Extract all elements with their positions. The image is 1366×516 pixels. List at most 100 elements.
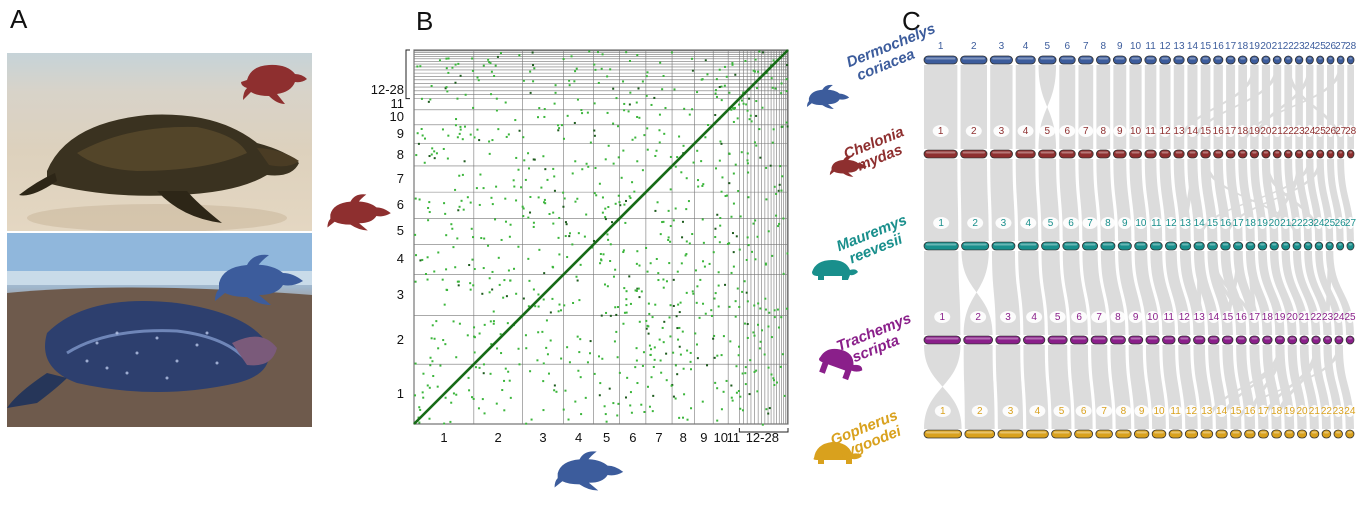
dotplot-dot	[457, 209, 460, 212]
chromosome-bar	[1283, 55, 1293, 65]
dotplot-dot	[577, 369, 580, 372]
chromosome-highlight	[1295, 243, 1299, 246]
dotplot-dot	[757, 70, 760, 73]
chromosome-number-bg	[1258, 405, 1269, 417]
dotplot-dot	[601, 211, 604, 214]
dotplot-dot	[686, 418, 689, 421]
chromosome-number-bg	[1071, 311, 1088, 323]
dotplot-dot	[679, 353, 682, 356]
synteny-ribbon	[1210, 251, 1244, 335]
chromosome-bar	[1078, 55, 1094, 65]
dotplot-dot	[527, 216, 530, 219]
dotplot-dot	[653, 358, 656, 361]
chromosome-number: 21	[1299, 312, 1311, 323]
dotplot-dot	[738, 248, 741, 251]
dotplot-dot	[579, 376, 582, 379]
chromosome-number: 16	[1244, 406, 1256, 417]
dotplot-dot	[456, 280, 459, 283]
dotplot-dot	[672, 219, 675, 222]
dotplot-dot	[415, 254, 418, 257]
dotplot-dot	[702, 302, 705, 305]
dotplot-dot	[722, 335, 725, 338]
dotplot-dot	[622, 80, 625, 83]
chromosome-highlight	[1286, 431, 1293, 434]
synteny-ribbon	[1263, 159, 1321, 241]
dotplot-dot	[427, 206, 430, 209]
dotplot-dot	[732, 107, 735, 110]
dotplot-dot	[622, 251, 625, 254]
dotplot-dot	[694, 269, 697, 272]
chromosome-number: 20	[1296, 406, 1308, 417]
dotplot-dot	[456, 136, 459, 139]
chromosome-highlight	[1235, 243, 1241, 246]
dotplot-dot	[758, 50, 761, 53]
dotplot-dot	[451, 227, 454, 230]
chromosome-bar	[1316, 149, 1325, 159]
dotplot-dot	[532, 158, 535, 161]
chromosome-number: 7	[1083, 126, 1089, 137]
dotplot-dot	[447, 57, 450, 60]
chromosome-bar	[995, 335, 1021, 345]
dotplot-dot	[635, 101, 638, 104]
dotplot-dot	[487, 244, 490, 247]
chromosome-highlight	[1273, 431, 1280, 434]
dotplot-dot	[645, 327, 648, 330]
chromosome-highlight	[1097, 431, 1111, 434]
dotplot-dot	[533, 67, 536, 70]
chromosome-highlight	[1338, 243, 1342, 246]
dotplot-dot	[442, 339, 445, 342]
dotplot-dot	[725, 379, 728, 382]
dotplot-dot	[452, 392, 455, 395]
dotplot-dot	[604, 218, 607, 221]
dotplot-dot	[636, 250, 639, 253]
dotplot-x-tick-label: 8	[679, 430, 687, 445]
chromosome-highlight	[1017, 57, 1034, 60]
chromosome-bar	[1082, 241, 1099, 251]
chromosome-highlight	[992, 151, 1011, 154]
chromosome-number: 11	[1145, 41, 1156, 52]
dotplot-dot	[733, 107, 736, 110]
dotplot-dot	[763, 353, 766, 356]
panel-label-b: B	[416, 6, 434, 36]
chromosome-highlight	[1348, 337, 1352, 340]
chromosome-highlight	[1064, 243, 1078, 246]
chromosome-number-bg	[1075, 405, 1092, 417]
chromosome-highlight	[1053, 431, 1070, 434]
dotplot-dot	[758, 128, 761, 131]
chromosome-bar	[1271, 429, 1282, 439]
dotplot-dot	[710, 309, 713, 312]
dotplot-dot	[714, 89, 717, 92]
dotplot-dot	[700, 160, 703, 163]
dotplot-dot	[604, 413, 607, 416]
dotplot-dot	[676, 270, 679, 273]
chromosome-highlight	[1080, 151, 1092, 154]
dotplot-dot	[740, 151, 743, 154]
chromosome-number-bg	[971, 405, 988, 417]
dotplot-dot	[658, 141, 661, 144]
dotplot-dot	[546, 353, 549, 356]
dotplot-dot	[493, 75, 496, 78]
chromosome-number-bg	[1236, 311, 1247, 323]
dotplot-dot	[471, 258, 474, 261]
chromosome-highlight	[1349, 57, 1352, 60]
dotplot-dot	[618, 371, 621, 374]
chromosome-highlight	[1347, 431, 1352, 434]
dotplot-dot	[674, 207, 677, 210]
dotplot-dot	[695, 343, 698, 346]
chromosome-highlight	[966, 431, 993, 434]
chromosome-number-bg	[1144, 125, 1157, 137]
chromosome-highlight	[1131, 57, 1140, 60]
dotplot-dot	[781, 175, 784, 178]
dotplot-dot	[593, 102, 596, 105]
chromosome-bar	[1323, 335, 1333, 345]
dotplot-dot	[588, 50, 591, 53]
dotplot-dot	[691, 290, 694, 293]
chromosome-number: 1	[938, 218, 944, 229]
dotplot-dot	[599, 262, 602, 265]
chromosome-bar	[964, 429, 996, 439]
dotplot-dot	[553, 384, 556, 387]
dotplot-dot	[670, 384, 673, 387]
dotplot-dot	[584, 396, 587, 399]
dotplot-dot	[759, 156, 762, 159]
